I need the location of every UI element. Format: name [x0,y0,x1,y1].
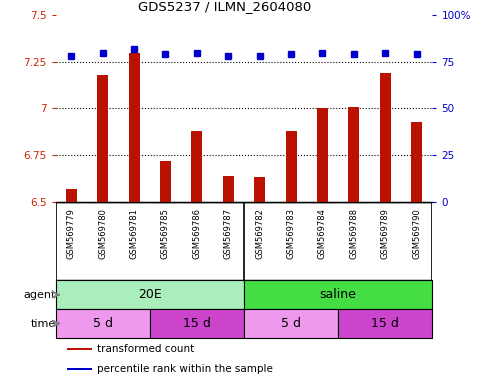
Bar [348,107,359,202]
Bar [67,368,92,369]
Bar [150,309,244,338]
Text: 15 d: 15 d [183,317,211,330]
Text: GSM569784: GSM569784 [318,208,327,259]
Text: 20E: 20E [138,288,162,301]
Bar [285,131,297,202]
Bar [411,121,422,202]
Bar [380,73,391,202]
Text: GSM569786: GSM569786 [192,208,201,259]
Text: GSM569788: GSM569788 [349,208,358,259]
Bar [66,189,77,202]
Bar [56,309,150,338]
Text: GSM569779: GSM569779 [67,208,76,259]
Text: 5 d: 5 d [93,317,113,330]
Bar [191,131,202,202]
Text: time: time [30,318,56,329]
Bar [338,309,432,338]
Bar [56,280,244,309]
Text: saline: saline [320,288,356,301]
Text: 5 d: 5 d [281,317,301,330]
Bar [244,280,432,309]
Text: GSM569781: GSM569781 [129,208,139,259]
Text: GDS5237 / ILMN_2604080: GDS5237 / ILMN_2604080 [139,0,312,13]
Bar [97,75,108,202]
Text: GSM569782: GSM569782 [255,208,264,259]
Text: percentile rank within the sample: percentile rank within the sample [97,364,273,374]
Text: GSM569785: GSM569785 [161,208,170,259]
Bar [128,53,140,202]
Bar [223,175,234,202]
Bar [244,309,338,338]
Bar [317,108,328,202]
Text: GSM569787: GSM569787 [224,208,233,259]
Text: agent: agent [23,290,56,300]
Text: GSM569789: GSM569789 [381,208,390,259]
Text: GSM569780: GSM569780 [98,208,107,259]
Bar [254,177,265,202]
Text: 15 d: 15 d [371,317,399,330]
Bar [160,161,171,202]
Text: GSM569790: GSM569790 [412,208,421,259]
Text: GSM569783: GSM569783 [286,208,296,259]
Bar [67,348,92,350]
Text: transformed count: transformed count [97,344,194,354]
